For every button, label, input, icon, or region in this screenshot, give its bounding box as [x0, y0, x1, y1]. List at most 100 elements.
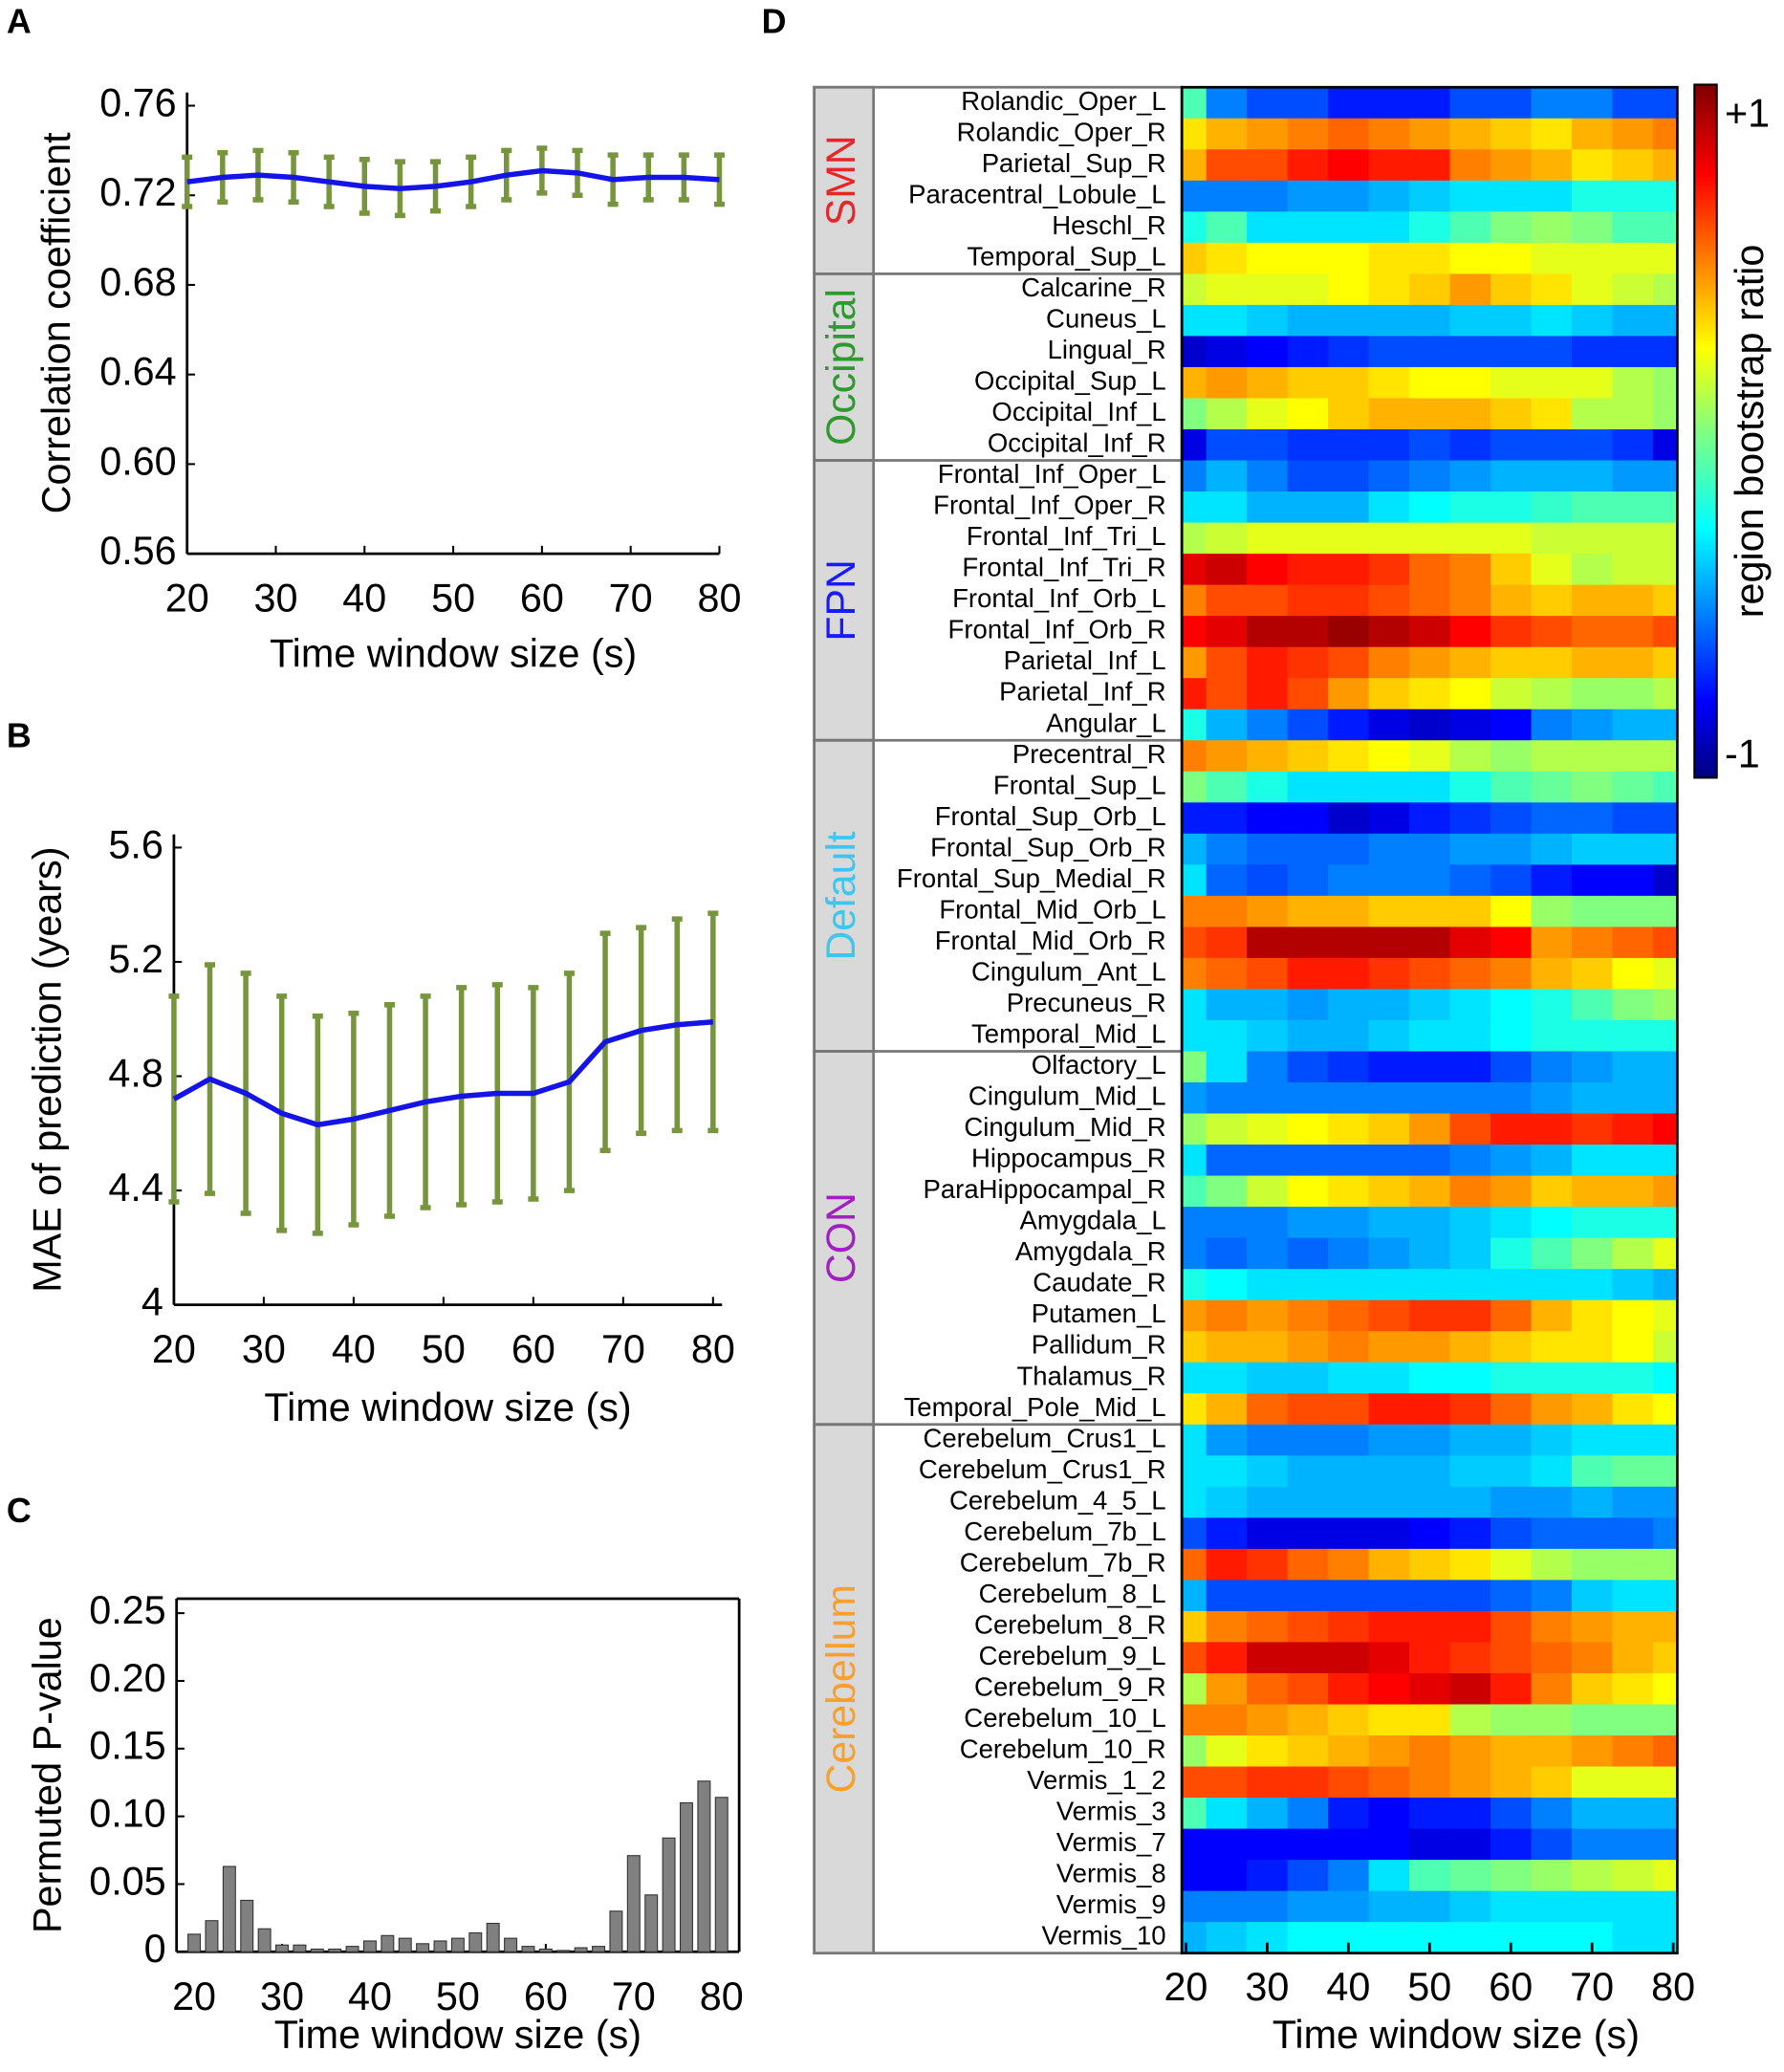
heatmap-cell [1531, 646, 1573, 679]
heatmap-cell [1328, 1331, 1370, 1363]
heatmap-cell [1328, 460, 1370, 492]
heatmap-cell [1368, 1019, 1410, 1053]
x-tick-label: 70 [612, 1974, 656, 2018]
x-axis-label: Time window size (s) [270, 632, 637, 676]
panel-letter: B [7, 717, 32, 755]
heatmap-cell [1652, 211, 1679, 244]
heatmap-cell [1531, 398, 1573, 430]
x-tick-label: 60 [524, 1974, 568, 2018]
heatmap-cell [1612, 616, 1654, 648]
heatmap-cell [1182, 1704, 1207, 1736]
heatmap-cell [1409, 1362, 1451, 1394]
heatmap-cell [1287, 1548, 1329, 1581]
heatmap-cell [1368, 584, 1410, 617]
heatmap-cell [1328, 1455, 1370, 1488]
heatmap-cell [1571, 1175, 1614, 1208]
heatmap-cell [1182, 802, 1207, 835]
heatmap-cell [1287, 1113, 1329, 1145]
heatmap-cell [1328, 802, 1370, 835]
heatmap-cell [1449, 1393, 1491, 1426]
heatmap-cell [1328, 180, 1370, 213]
region-label: Frontal_Inf_Oper_R [933, 491, 1165, 520]
heatmap-cell [1571, 1610, 1614, 1644]
heatmap-cell [1612, 87, 1654, 120]
region-label: Vermis_10 [1041, 1921, 1165, 1951]
heatmap-cell [1182, 1642, 1207, 1674]
heatmap-cell [1409, 1735, 1451, 1768]
heatmap-cell [1490, 771, 1533, 803]
heatmap-cell [1247, 678, 1289, 710]
heatmap-cell [1409, 118, 1451, 150]
heatmap-cell [1490, 1860, 1533, 1892]
region-label: Amygdala_R [1015, 1236, 1166, 1266]
heatmap-cell [1182, 1517, 1207, 1550]
heatmap-cell [1409, 1517, 1451, 1550]
heatmap-cell [1287, 1704, 1329, 1736]
heatmap-cell [1287, 864, 1329, 897]
heatmap-cell [1328, 1175, 1370, 1208]
y-axis-label: Permuted P-value [25, 1617, 69, 1933]
heatmap-cell [1287, 1580, 1329, 1612]
heatmap-cell [1368, 273, 1410, 306]
heatmap-cell [1287, 678, 1329, 710]
heatmap-cell [1287, 1766, 1329, 1799]
heatmap-cell [1287, 1735, 1329, 1768]
heatmap-cell [1368, 491, 1410, 524]
heatmap-cell [1247, 242, 1289, 275]
heatmap-cell [1449, 1798, 1491, 1830]
heatmap-cell [1287, 584, 1329, 617]
region-label: Frontal_Inf_Oper_L [938, 459, 1166, 489]
heatmap-cell [1182, 927, 1207, 959]
region-label: Frontal_Inf_Tri_R [962, 553, 1165, 582]
heatmap-cell [1182, 87, 1207, 120]
heatmap-cell [1368, 149, 1410, 182]
heatmap-cell [1612, 1424, 1654, 1456]
heatmap-cell [1206, 833, 1248, 866]
heatmap-cell [1368, 1517, 1410, 1550]
heatmap-cell [1287, 304, 1329, 338]
heatmap-cell [1247, 1860, 1289, 1892]
heatmap-cell [1531, 678, 1573, 710]
heatmap-cell [1247, 1580, 1289, 1612]
heatmap-cell [1531, 927, 1573, 959]
heatmap-cell [1206, 242, 1248, 275]
heatmap-cell [1531, 1517, 1573, 1550]
heatmap-cell [1652, 1051, 1679, 1083]
heatmap-cell [1449, 118, 1491, 150]
heatmap-cell [1247, 584, 1289, 617]
heatmap-cell [1182, 554, 1207, 586]
heatmap-cell [1612, 1455, 1654, 1488]
heatmap-cell [1571, 304, 1614, 338]
heatmap-cell [1531, 1766, 1573, 1799]
heatmap-cell [1612, 1237, 1654, 1270]
heatmap-cell [1531, 833, 1573, 866]
heatmap-cell [1247, 366, 1289, 400]
heatmap-cell [1612, 957, 1654, 991]
heatmap-cell [1409, 1269, 1451, 1301]
heatmap-cell [1571, 1580, 1614, 1612]
heatmap-cell [1287, 1393, 1329, 1426]
heatmap-cell [1531, 584, 1573, 617]
heatmap-cell [1247, 1393, 1289, 1426]
heatmap-cell [1247, 709, 1289, 741]
x-tick-label: 70 [1570, 1965, 1614, 2009]
x-tick-label: 20 [165, 577, 209, 621]
heatmap-cell [1328, 1424, 1370, 1456]
heatmap-cell [1368, 460, 1410, 492]
heatmap-cell [1409, 491, 1451, 524]
heatmap-cell [1328, 771, 1370, 803]
heatmap-cell [1182, 1113, 1207, 1145]
heatmap-cell [1287, 1890, 1329, 1923]
x-tick-label: 60 [520, 577, 564, 621]
heatmap-cell [1328, 957, 1370, 991]
heatmap-cell [1287, 1486, 1329, 1519]
heatmap-cell [1328, 1082, 1370, 1115]
heatmap-cell [1490, 895, 1533, 928]
heatmap-cell [1328, 273, 1370, 306]
heatmap-cell [1328, 1486, 1370, 1519]
heatmap-cell [1490, 1486, 1533, 1519]
heatmap-cell [1206, 1331, 1248, 1363]
heatmap-cell [1287, 1828, 1329, 1861]
heatmap-cell [1490, 989, 1533, 1021]
y-tick-label: 0.15 [89, 1724, 165, 1768]
